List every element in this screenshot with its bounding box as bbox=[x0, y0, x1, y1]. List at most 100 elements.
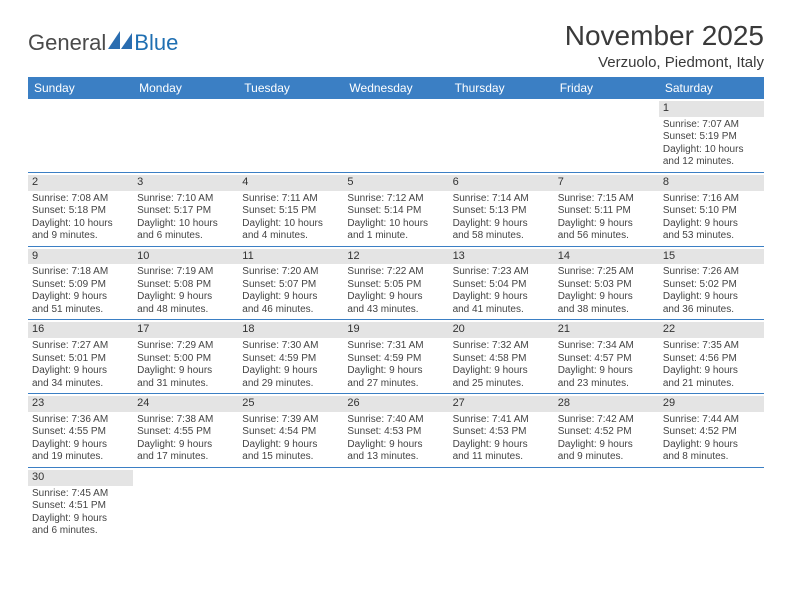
sail-icon bbox=[108, 31, 134, 49]
day-number: 24 bbox=[133, 396, 238, 412]
day-number: 18 bbox=[238, 322, 343, 338]
calendar: Sunday Monday Tuesday Wednesday Thursday… bbox=[28, 77, 764, 541]
day-cell: 15Sunrise: 7:26 AMSunset: 5:02 PMDayligh… bbox=[659, 247, 764, 320]
empty-cell bbox=[554, 468, 659, 541]
daylight-text: Daylight: 9 hours bbox=[453, 365, 550, 378]
daylight-text: and 9 minutes. bbox=[558, 451, 655, 464]
day-header: Friday bbox=[554, 77, 659, 99]
day-number: 17 bbox=[133, 322, 238, 338]
daylight-text: and 23 minutes. bbox=[558, 378, 655, 391]
day-number: 22 bbox=[659, 322, 764, 338]
daylight-text: and 46 minutes. bbox=[242, 304, 339, 317]
sunset-text: Sunset: 4:52 PM bbox=[663, 426, 760, 439]
sunrise-text: Sunrise: 7:11 AM bbox=[242, 193, 339, 206]
daylight-text: Daylight: 9 hours bbox=[137, 365, 234, 378]
daylight-text: and 51 minutes. bbox=[32, 304, 129, 317]
sunrise-text: Sunrise: 7:08 AM bbox=[32, 193, 129, 206]
week-row: 9Sunrise: 7:18 AMSunset: 5:09 PMDaylight… bbox=[28, 247, 764, 321]
day-number: 27 bbox=[449, 396, 554, 412]
sunset-text: Sunset: 5:01 PM bbox=[32, 353, 129, 366]
empty-cell bbox=[133, 99, 238, 172]
daylight-text: and 34 minutes. bbox=[32, 378, 129, 391]
empty-cell bbox=[554, 99, 659, 172]
daylight-text: and 21 minutes. bbox=[663, 378, 760, 391]
sunrise-text: Sunrise: 7:15 AM bbox=[558, 193, 655, 206]
day-cell: 6Sunrise: 7:14 AMSunset: 5:13 PMDaylight… bbox=[449, 173, 554, 246]
day-cell: 13Sunrise: 7:23 AMSunset: 5:04 PMDayligh… bbox=[449, 247, 554, 320]
day-cell: 3Sunrise: 7:10 AMSunset: 5:17 PMDaylight… bbox=[133, 173, 238, 246]
day-cell: 30Sunrise: 7:45 AMSunset: 4:51 PMDayligh… bbox=[28, 468, 133, 541]
daylight-text: and 31 minutes. bbox=[137, 378, 234, 391]
daylight-text: Daylight: 9 hours bbox=[32, 291, 129, 304]
calendar-page: General Blue November 2025 Verzuolo, Pie… bbox=[0, 0, 792, 561]
daylight-text: Daylight: 9 hours bbox=[32, 365, 129, 378]
daylight-text: Daylight: 10 hours bbox=[32, 218, 129, 231]
sunrise-text: Sunrise: 7:38 AM bbox=[137, 414, 234, 427]
sunrise-text: Sunrise: 7:35 AM bbox=[663, 340, 760, 353]
week-row: 30Sunrise: 7:45 AMSunset: 4:51 PMDayligh… bbox=[28, 468, 764, 541]
daylight-text: and 43 minutes. bbox=[347, 304, 444, 317]
sunrise-text: Sunrise: 7:25 AM bbox=[558, 266, 655, 279]
empty-cell bbox=[449, 99, 554, 172]
sunset-text: Sunset: 5:10 PM bbox=[663, 205, 760, 218]
sunset-text: Sunset: 5:07 PM bbox=[242, 279, 339, 292]
daylight-text: Daylight: 9 hours bbox=[347, 439, 444, 452]
week-row: 1Sunrise: 7:07 AMSunset: 5:19 PMDaylight… bbox=[28, 99, 764, 173]
daylight-text: Daylight: 9 hours bbox=[453, 218, 550, 231]
daylight-text: and 25 minutes. bbox=[453, 378, 550, 391]
sunrise-text: Sunrise: 7:19 AM bbox=[137, 266, 234, 279]
day-cell: 17Sunrise: 7:29 AMSunset: 5:00 PMDayligh… bbox=[133, 320, 238, 393]
sunset-text: Sunset: 4:57 PM bbox=[558, 353, 655, 366]
empty-cell bbox=[238, 99, 343, 172]
sunrise-text: Sunrise: 7:44 AM bbox=[663, 414, 760, 427]
day-cell: 19Sunrise: 7:31 AMSunset: 4:59 PMDayligh… bbox=[343, 320, 448, 393]
sunrise-text: Sunrise: 7:23 AM bbox=[453, 266, 550, 279]
sunrise-text: Sunrise: 7:39 AM bbox=[242, 414, 339, 427]
day-number: 21 bbox=[554, 322, 659, 338]
daylight-text: Daylight: 9 hours bbox=[558, 439, 655, 452]
daylight-text: and 4 minutes. bbox=[242, 230, 339, 243]
sunset-text: Sunset: 5:11 PM bbox=[558, 205, 655, 218]
sunrise-text: Sunrise: 7:42 AM bbox=[558, 414, 655, 427]
sunrise-text: Sunrise: 7:18 AM bbox=[32, 266, 129, 279]
sunrise-text: Sunrise: 7:29 AM bbox=[137, 340, 234, 353]
daylight-text: Daylight: 9 hours bbox=[137, 291, 234, 304]
daylight-text: and 9 minutes. bbox=[32, 230, 129, 243]
daylight-text: Daylight: 9 hours bbox=[663, 365, 760, 378]
daylight-text: and 12 minutes. bbox=[663, 156, 760, 169]
sunset-text: Sunset: 5:04 PM bbox=[453, 279, 550, 292]
daylight-text: Daylight: 9 hours bbox=[558, 291, 655, 304]
sunset-text: Sunset: 5:17 PM bbox=[137, 205, 234, 218]
location: Verzuolo, Piedmont, Italy bbox=[565, 54, 764, 71]
daylight-text: and 6 minutes. bbox=[137, 230, 234, 243]
daylight-text: Daylight: 9 hours bbox=[663, 439, 760, 452]
daylight-text: Daylight: 9 hours bbox=[347, 291, 444, 304]
empty-cell bbox=[28, 99, 133, 172]
header: General Blue November 2025 Verzuolo, Pie… bbox=[28, 20, 764, 71]
day-number: 4 bbox=[238, 175, 343, 191]
day-number: 16 bbox=[28, 322, 133, 338]
day-number: 11 bbox=[238, 249, 343, 265]
month-title: November 2025 bbox=[565, 20, 764, 52]
empty-cell bbox=[343, 99, 448, 172]
title-block: November 2025 Verzuolo, Piedmont, Italy bbox=[565, 20, 764, 71]
daylight-text: and 53 minutes. bbox=[663, 230, 760, 243]
day-number: 23 bbox=[28, 396, 133, 412]
day-number: 14 bbox=[554, 249, 659, 265]
daylight-text: and 58 minutes. bbox=[453, 230, 550, 243]
daylight-text: and 56 minutes. bbox=[558, 230, 655, 243]
day-number: 7 bbox=[554, 175, 659, 191]
day-cell: 10Sunrise: 7:19 AMSunset: 5:08 PMDayligh… bbox=[133, 247, 238, 320]
sunrise-text: Sunrise: 7:45 AM bbox=[32, 488, 129, 501]
day-cell: 18Sunrise: 7:30 AMSunset: 4:59 PMDayligh… bbox=[238, 320, 343, 393]
sunrise-text: Sunrise: 7:32 AM bbox=[453, 340, 550, 353]
day-number: 8 bbox=[659, 175, 764, 191]
day-number: 25 bbox=[238, 396, 343, 412]
daylight-text: and 15 minutes. bbox=[242, 451, 339, 464]
sunrise-text: Sunrise: 7:40 AM bbox=[347, 414, 444, 427]
week-row: 2Sunrise: 7:08 AMSunset: 5:18 PMDaylight… bbox=[28, 173, 764, 247]
sunrise-text: Sunrise: 7:34 AM bbox=[558, 340, 655, 353]
sunset-text: Sunset: 4:54 PM bbox=[242, 426, 339, 439]
logo-text-2: Blue bbox=[134, 30, 178, 56]
day-number: 13 bbox=[449, 249, 554, 265]
